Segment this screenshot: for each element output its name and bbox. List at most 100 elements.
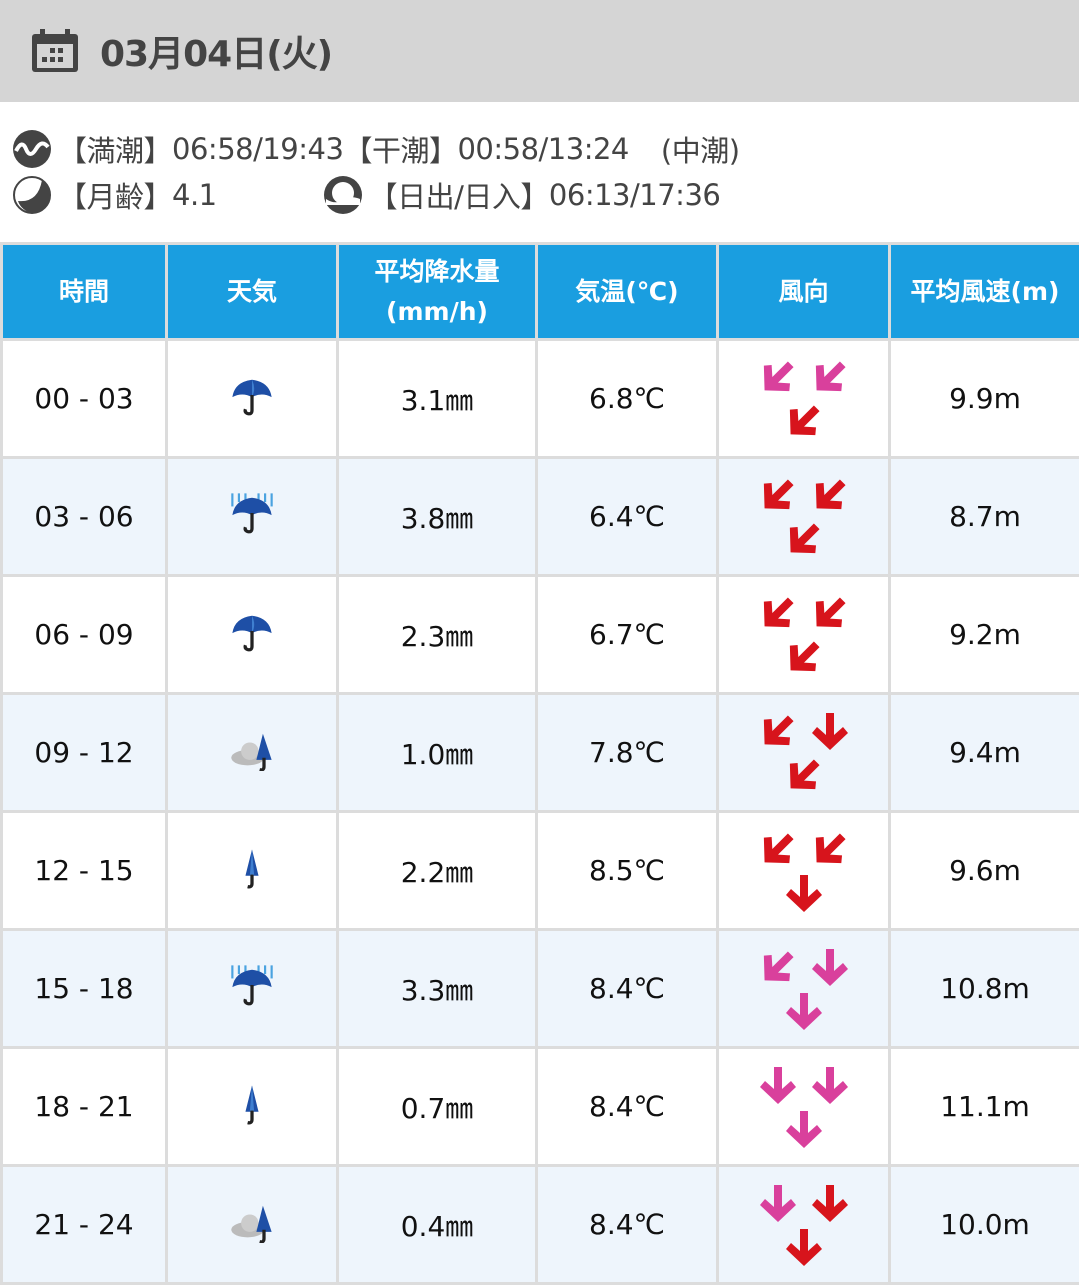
wind-arrow-icon [782,871,826,915]
wind-speed-cell: 10.8m [890,930,1079,1048]
temp-cell: 8.4℃ [537,930,718,1048]
wind-speed-cell: 11.1m [890,1048,1079,1166]
col-precip: 平均降水量(mm/h) [338,244,537,340]
table-row: 12 - 15 2.2㎜ 8.5℃ 9.6m [2,812,1079,930]
wind-arrow-icon [808,1181,852,1225]
precip-cell: 0.7㎜ [338,1048,537,1166]
wind-dir-cell [718,1166,890,1284]
wind-dir-cell [718,694,890,812]
col-time: 時間 [2,244,167,340]
precip-cell: 3.3㎜ [338,930,537,1048]
cloud-umbrella-icon [228,1199,276,1243]
table-row: 06 - 09 2.3㎜ 6.7℃ 9.2m [2,576,1079,694]
wind-arrow-icon [782,1225,826,1269]
wind-dir-cell [718,930,890,1048]
moon-age-value: 4.1 [172,178,217,212]
weather-cell [167,930,338,1048]
wind-arrow-icon [808,945,852,989]
col-temp: 気温(℃) [537,244,718,340]
wind-arrow-icon [782,989,826,1033]
high-tide-label: 【満潮】 [58,128,172,170]
weather-cell [167,458,338,576]
table-row: 18 - 21 0.7㎜ 8.4℃ 11.1m [2,1048,1079,1166]
wind-arrow-icon [756,1063,800,1107]
temp-cell: 6.7℃ [537,576,718,694]
umbrella-icon [228,373,276,417]
sunrise-value: 06:13/17:36 [549,178,720,212]
wind-arrow-icon [782,1107,826,1151]
time-cell: 21 - 24 [2,1166,167,1284]
wind-arrow-icon [756,827,800,871]
closed-umbrella-icon [228,845,276,889]
date-header: 03月04日(火) [0,0,1079,102]
wind-arrow-icon [756,1181,800,1225]
wind-arrow-icon [756,355,800,399]
wind-dir-cell [718,812,890,930]
table-row: 15 - 18 3.3㎜ 8.4℃ 10.8m [2,930,1079,1048]
time-cell: 00 - 03 [2,340,167,458]
time-cell: 09 - 12 [2,694,167,812]
umbrella-icon [228,609,276,653]
weather-cell [167,812,338,930]
low-tide-label: 【干潮】 [343,128,457,170]
wind-arrow-icon [756,945,800,989]
tide-info: 【満潮】06:58/19:43【干潮】00:58/13:24(中潮) 【月齢】4… [0,102,1079,242]
umbrella-rain-icon [228,491,276,535]
wind-speed-cell: 9.2m [890,576,1079,694]
time-cell: 06 - 09 [2,576,167,694]
high-tide-value: 06:58/19:43 [172,132,343,166]
temp-cell: 7.8℃ [537,694,718,812]
wind-dir-cell [718,1048,890,1166]
col-weather: 天気 [167,244,338,340]
precip-cell: 2.2㎜ [338,812,537,930]
wind-speed-cell: 9.6m [890,812,1079,930]
wind-arrow-icon [756,591,800,635]
weather-cell [167,576,338,694]
time-cell: 03 - 06 [2,458,167,576]
table-row: 21 - 24 0.4㎜ 8.4℃ 10.0m [2,1166,1079,1284]
calendar-icon [30,28,80,74]
wind-speed-cell: 8.7m [890,458,1079,576]
col-wind-dir: 風向 [718,244,890,340]
precip-cell: 0.4㎜ [338,1166,537,1284]
table-row: 03 - 06 3.8㎜ 6.4℃ 8.7m [2,458,1079,576]
wind-dir-cell [718,340,890,458]
temp-cell: 6.8℃ [537,340,718,458]
wind-speed-cell: 10.0m [890,1166,1079,1284]
precip-cell: 1.0㎜ [338,694,537,812]
wind-speed-cell: 9.9m [890,340,1079,458]
moon-age-label: 【月齢】 [58,174,172,216]
weather-cell [167,1048,338,1166]
wind-arrow-icon [808,1063,852,1107]
temp-cell: 8.5℃ [537,812,718,930]
wind-arrow-icon [808,473,852,517]
col-wind-speed: 平均風速(m) [890,244,1079,340]
low-tide-value: 00:58/13:24 [457,132,628,166]
tide-wave-icon [12,129,52,169]
table-row: 00 - 03 3.1㎜ 6.8℃ 9.9m [2,340,1079,458]
wind-arrow-icon [782,517,826,561]
temp-cell: 8.4℃ [537,1048,718,1166]
precip-cell: 3.8㎜ [338,458,537,576]
wind-arrow-icon [808,591,852,635]
time-cell: 15 - 18 [2,930,167,1048]
moon-icon [12,175,52,215]
wind-arrow-icon [808,827,852,871]
umbrella-rain-icon [228,963,276,1007]
wind-arrow-icon [808,355,852,399]
wind-speed-cell: 9.4m [890,694,1079,812]
wind-arrow-icon [782,753,826,797]
wind-arrow-icon [782,635,826,679]
weather-cell [167,340,338,458]
wind-arrow-icon [756,473,800,517]
sunrise-label: 【日出/日入】 [369,174,549,216]
forecast-table: 時間 天気 平均降水量(mm/h) 気温(℃) 風向 平均風速(m) 00 - … [0,242,1079,1285]
temp-cell: 8.4℃ [537,1166,718,1284]
time-cell: 18 - 21 [2,1048,167,1166]
sunrise-icon [323,175,363,215]
temp-cell: 6.4℃ [537,458,718,576]
precip-cell: 2.3㎜ [338,576,537,694]
wind-dir-cell [718,458,890,576]
precip-cell: 3.1㎜ [338,340,537,458]
weather-cell [167,694,338,812]
